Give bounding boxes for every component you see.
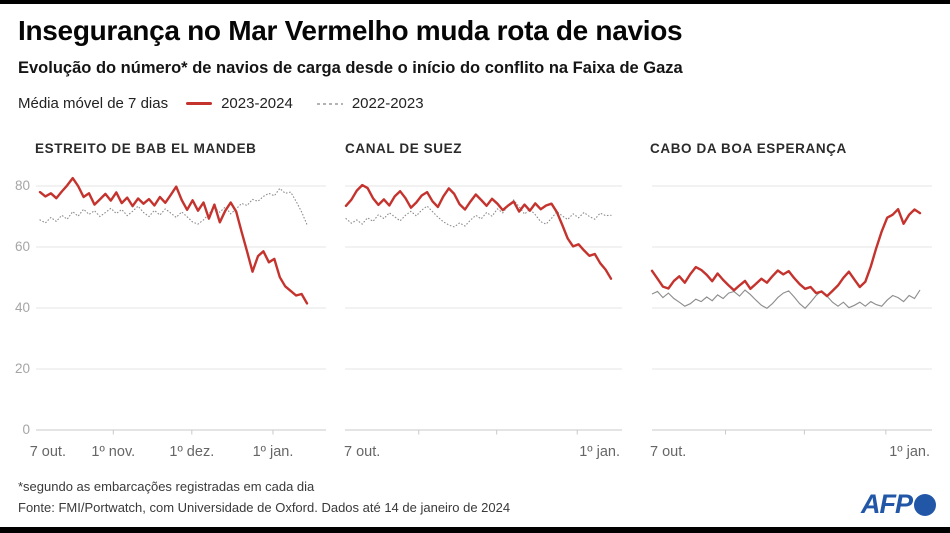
red-line-swatch	[186, 102, 213, 105]
y-axis-label: 40	[15, 300, 30, 315]
afp-logo-dot-icon	[914, 493, 936, 516]
y-axis-label: 60	[15, 239, 30, 254]
x-axis-label: 7 out.	[344, 444, 380, 460]
x-axis-label: 1º jan.	[253, 444, 294, 460]
source-line: Fonte: FMI/Portwatch, com Universidade d…	[18, 500, 511, 515]
legend-series-name: 2023-2024	[221, 95, 293, 112]
footnote: *segundo as embarcações registradas em c…	[18, 479, 315, 494]
legend-series-name: 2022-2023	[351, 95, 424, 112]
y-axis-label: 20	[15, 361, 30, 376]
series-2023-2024-line	[344, 183, 613, 280]
x-axis-label: 1º jan.	[579, 444, 620, 460]
gray-dashed-line-swatch	[316, 102, 343, 105]
line-chart-suez: 7 out. 1º jan.	[344, 183, 622, 460]
legend-label: Média móvel de 7 dias	[18, 95, 169, 112]
x-axis-label: 1º dez.	[169, 444, 214, 460]
top-border	[0, 0, 950, 4]
legend-item-2023-2024: 2023-2024	[186, 95, 293, 112]
line-chart-bab-el-mandeb: 0 20 40 60 80 7 out. 1º nov. 1º dez. 1º jan.	[15, 176, 326, 460]
y-axis-label: 80	[15, 178, 30, 193]
chart-title-bab-el-mandeb: ESTREITO DE BAB EL MANDEB	[35, 141, 257, 156]
x-axis-label: 1º nov.	[91, 444, 135, 460]
bottom-border	[0, 527, 950, 533]
series-2022-2023-line	[651, 289, 921, 310]
y-axis-label: 0	[22, 422, 30, 437]
series-2023-2024-line	[650, 208, 922, 298]
legend: Média móvel de 7 dias 2023-2024 2022-202…	[18, 95, 448, 112]
series-2022-2023-line	[345, 199, 612, 228]
chart-title-cabo-boa-esperanca: CABO DA BOA ESPERANÇA	[650, 141, 847, 156]
chart-title-suez: CANAL DE SUEZ	[345, 141, 463, 156]
x-axis-label: 1º jan.	[889, 444, 930, 460]
page-subtitle: Evolução do número* de navios de carga d…	[18, 59, 683, 77]
series-2023-2024-line	[38, 176, 309, 305]
x-axis-label: 7 out.	[30, 444, 66, 460]
legend-item-2022-2023: 2022-2023	[316, 95, 424, 112]
line-chart-cabo-boa-esperanca: 7 out. 1º jan.	[650, 185, 932, 460]
afp-logo-text: AFP	[861, 489, 913, 519]
series-2022-2023-line	[39, 187, 308, 226]
page-title: Insegurança no Mar Vermelho muda rota de…	[18, 15, 683, 46]
x-axis-label: 7 out.	[650, 444, 686, 460]
afp-logo: AFP	[861, 491, 936, 518]
